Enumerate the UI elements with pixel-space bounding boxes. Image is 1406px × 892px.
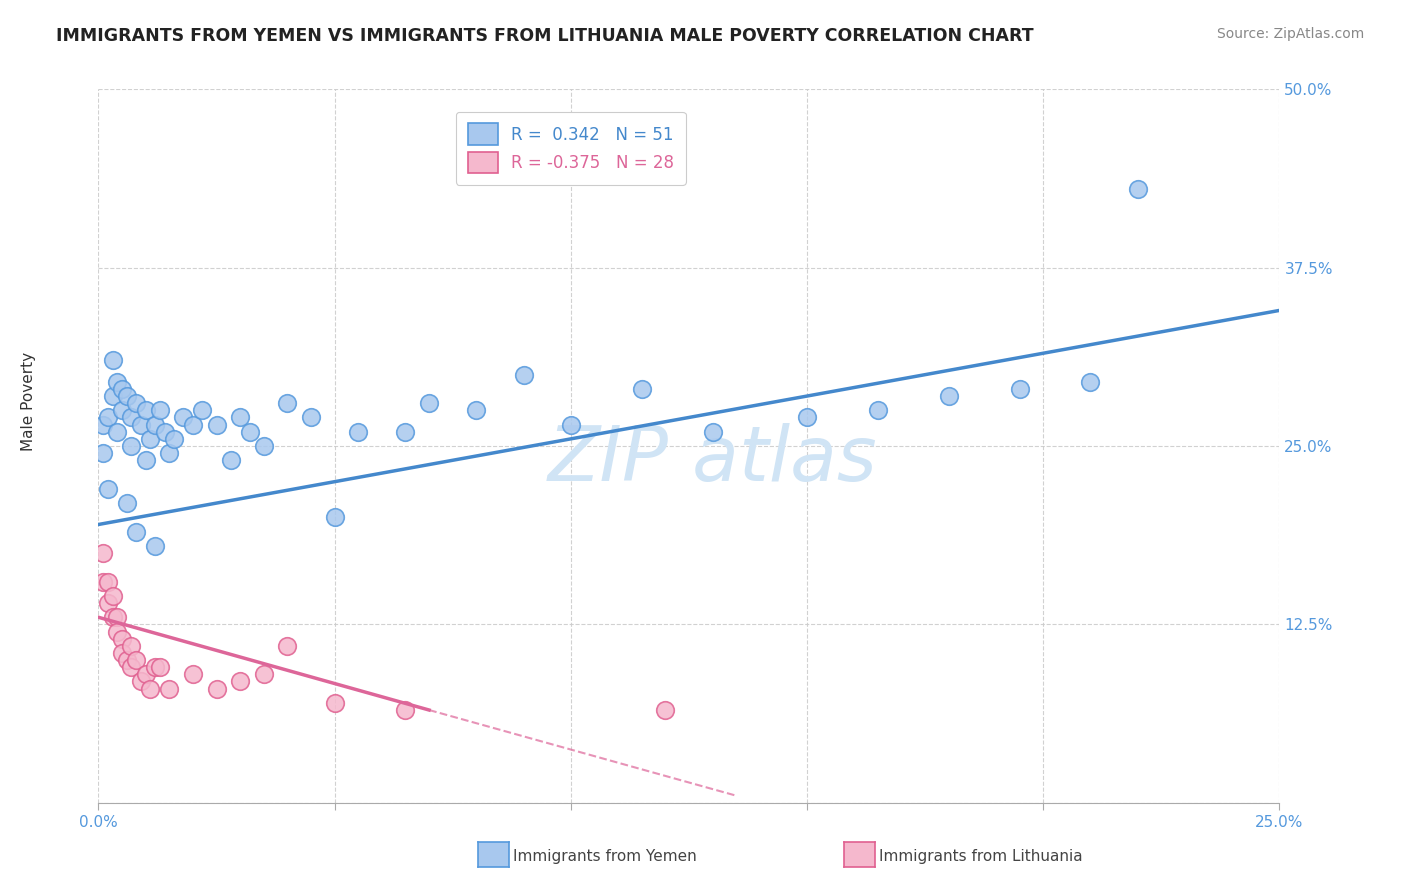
Point [101, 610, 124, 624]
Point [229, 410, 252, 425]
Point [91, 446, 114, 460]
Point [129, 417, 152, 432]
Point [465, 403, 488, 417]
Point [276, 396, 298, 410]
Point [1008, 382, 1031, 396]
Point [866, 403, 889, 417]
Point [125, 524, 148, 539]
Text: ZIP atlas: ZIP atlas [548, 424, 877, 497]
Point [135, 403, 157, 417]
Point [418, 396, 440, 410]
Point [394, 703, 416, 717]
Text: Immigrants from Yemen: Immigrants from Yemen [513, 849, 697, 863]
Point [115, 653, 138, 667]
Point [101, 353, 124, 368]
Point [111, 632, 134, 646]
Point [143, 417, 166, 432]
Point [111, 403, 134, 417]
Point [239, 425, 262, 439]
Point [97, 410, 120, 425]
Point [91, 546, 114, 560]
Point [105, 624, 128, 639]
Point [229, 674, 252, 689]
Point [135, 667, 157, 681]
Point [157, 446, 180, 460]
Point [276, 639, 298, 653]
Point [323, 696, 346, 710]
Point [115, 389, 138, 403]
Legend: R =  0.342   N = 51, R = -0.375   N = 28: R = 0.342 N = 51, R = -0.375 N = 28 [456, 112, 686, 185]
Point [97, 482, 120, 496]
Point [191, 403, 214, 417]
Point [125, 653, 148, 667]
Point [143, 539, 166, 553]
Point [101, 389, 124, 403]
Point [101, 589, 124, 603]
Point [91, 574, 114, 589]
Point [139, 432, 162, 446]
Point [205, 417, 228, 432]
Point [654, 703, 676, 717]
Point [115, 496, 138, 510]
Point [111, 646, 134, 660]
Point [105, 375, 128, 389]
Point [91, 417, 114, 432]
Point [121, 410, 143, 425]
Point [205, 681, 228, 696]
Point [97, 596, 120, 610]
Point [121, 639, 143, 653]
Point [394, 425, 416, 439]
Point [181, 667, 204, 681]
Point [149, 403, 172, 417]
Point [512, 368, 534, 382]
Point [347, 425, 370, 439]
Point [125, 396, 148, 410]
Point [157, 681, 180, 696]
Point [630, 382, 652, 396]
Point [253, 439, 276, 453]
Point [1126, 182, 1149, 196]
Point [181, 417, 204, 432]
Point [560, 417, 582, 432]
Point [121, 439, 143, 453]
Point [163, 432, 186, 446]
Point [153, 425, 176, 439]
Point [938, 389, 960, 403]
Point [97, 574, 120, 589]
Point [105, 425, 128, 439]
Point [253, 667, 276, 681]
Point [172, 410, 194, 425]
Point [143, 660, 166, 674]
Point [219, 453, 242, 467]
Point [111, 382, 134, 396]
Text: Immigrants from Lithuania: Immigrants from Lithuania [879, 849, 1083, 863]
Point [1080, 375, 1102, 389]
Point [796, 410, 818, 425]
Text: IMMIGRANTS FROM YEMEN VS IMMIGRANTS FROM LITHUANIA MALE POVERTY CORRELATION CHAR: IMMIGRANTS FROM YEMEN VS IMMIGRANTS FROM… [56, 27, 1033, 45]
Point [299, 410, 322, 425]
Point [129, 674, 152, 689]
Point [702, 425, 724, 439]
Text: Male Poverty: Male Poverty [21, 351, 35, 451]
Point [121, 660, 143, 674]
Point [139, 681, 162, 696]
Text: Source: ZipAtlas.com: Source: ZipAtlas.com [1216, 27, 1364, 41]
Point [149, 660, 172, 674]
Point [105, 610, 128, 624]
Point [135, 453, 157, 467]
Point [323, 510, 346, 524]
